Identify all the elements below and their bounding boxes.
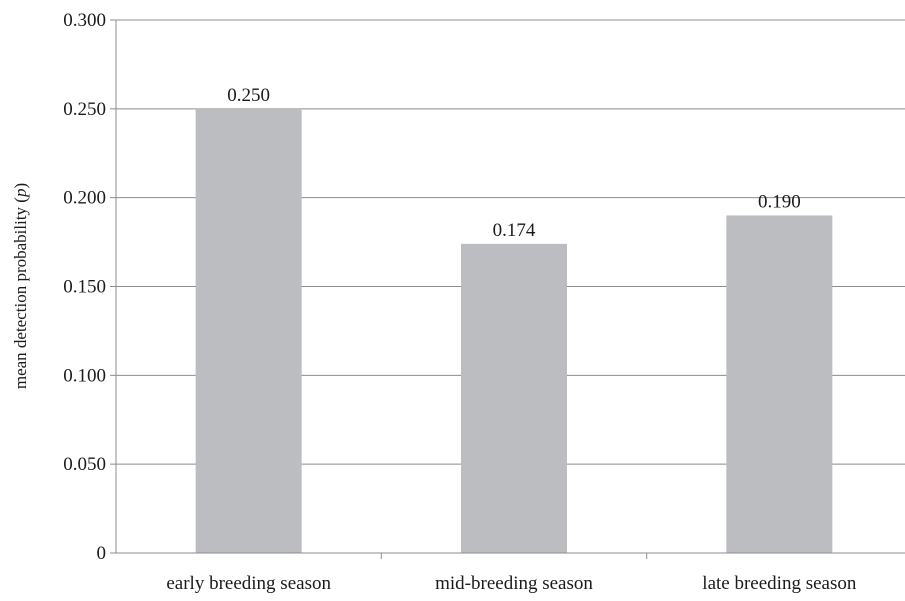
x-category-label: mid-breeding season (435, 573, 593, 594)
x-category-label: late breeding season (702, 573, 857, 594)
axes (110, 19, 905, 559)
labels: 0 0.050 0.100 0.150 0.200 0.250 0.300 0.250 earl… (63, 10, 857, 594)
y-axis-title: mean detection probability (p) (11, 183, 30, 389)
bar-value-label: 0.250 (227, 85, 270, 106)
y-axis-title-text: mean detection probability ( (11, 197, 30, 389)
y-axis-title-italic: p (11, 189, 30, 199)
bar (726, 215, 833, 553)
bar-value-label: 0.190 (758, 191, 801, 212)
y-tick-label: 0.250 (63, 99, 106, 120)
y-axis-title-suffix: ) (11, 183, 30, 189)
x-category-label: early breeding season (166, 573, 331, 594)
bar-value-label: 0.174 (493, 220, 536, 241)
bar (461, 243, 567, 554)
y-tick-label: 0.200 (63, 188, 106, 209)
bar (195, 108, 302, 553)
y-tick-label: 0.300 (63, 10, 106, 31)
y-tick-label: 0.150 (63, 277, 106, 298)
y-tick-label: 0 (97, 543, 107, 564)
y-tick-label: 0.050 (63, 454, 106, 475)
y-tick-label: 0.100 (63, 365, 106, 386)
bars (195, 108, 833, 554)
